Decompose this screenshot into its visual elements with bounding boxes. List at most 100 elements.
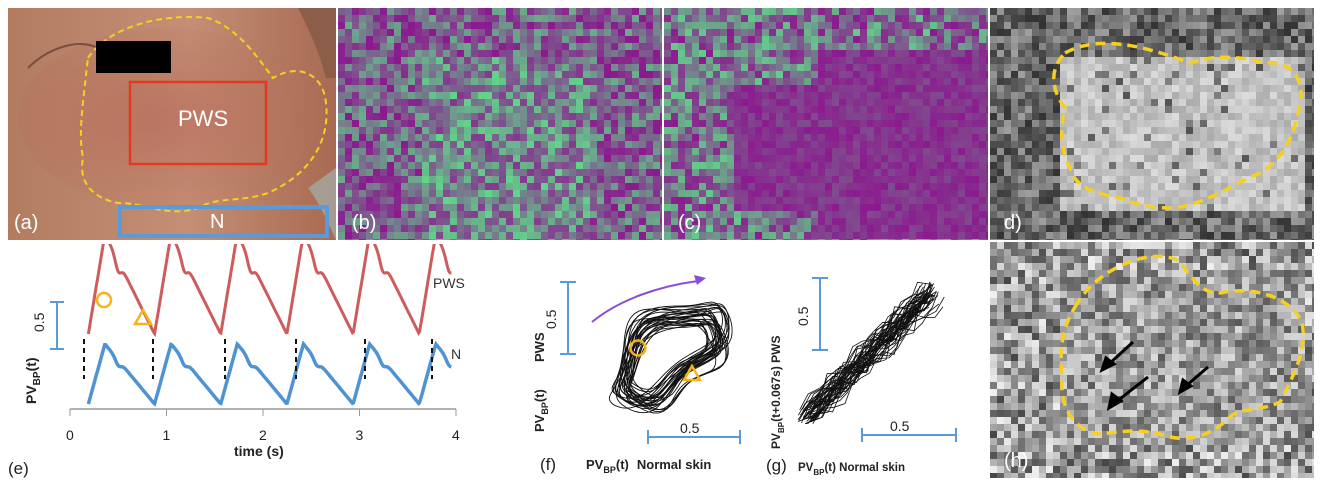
- map-pixel: [1158, 169, 1166, 177]
- map-pixel: [492, 99, 500, 107]
- map-pixel: [1263, 232, 1271, 240]
- map-pixel: [1123, 22, 1131, 30]
- map-pixel: [646, 197, 654, 205]
- map-pixel: [958, 78, 966, 86]
- map-pixel: [1172, 113, 1180, 121]
- map-pixel: [1277, 218, 1285, 226]
- map-pixel: [748, 127, 756, 135]
- map-pixel: [685, 99, 693, 107]
- map-pixel: [660, 78, 668, 86]
- map-pixel: [1081, 99, 1089, 107]
- map-pixel: [422, 225, 430, 233]
- map-pixel: [1200, 141, 1208, 149]
- map-pixel: [1109, 106, 1117, 114]
- map-pixel: [555, 8, 563, 16]
- map-pixel: [499, 134, 507, 142]
- map-pixel: [604, 120, 612, 128]
- map-pixel: [1165, 127, 1173, 135]
- map-pixel: [881, 169, 889, 177]
- map-pixel: [874, 36, 882, 44]
- map-pixel: [699, 218, 707, 226]
- map-pixel: [1186, 169, 1194, 177]
- map-pixel: [1039, 183, 1047, 191]
- map-pixel: [345, 8, 353, 16]
- map-pixel: [534, 162, 542, 170]
- map-pixel: [1270, 204, 1278, 212]
- map-pixel: [671, 211, 679, 219]
- map-pixel: [867, 134, 875, 142]
- map-pixel: [1088, 225, 1096, 233]
- map-pixel: [972, 106, 980, 114]
- map-pixel: [1123, 8, 1131, 16]
- map-pixel: [776, 218, 784, 226]
- map-pixel: [1228, 169, 1236, 177]
- map-pixel: [1207, 232, 1215, 240]
- map-pixel: [1256, 256, 1264, 264]
- map-pixel: [769, 127, 777, 135]
- map-pixel: [825, 78, 833, 86]
- map-pixel: [513, 113, 521, 121]
- map-pixel: [1004, 113, 1012, 121]
- map-pixel: [664, 239, 672, 247]
- map-pixel: [1172, 92, 1180, 100]
- map-pixel: [1242, 218, 1250, 226]
- map-pixel: [1137, 22, 1145, 30]
- map-pixel: [338, 78, 346, 86]
- map-pixel: [499, 106, 507, 114]
- map-pixel: [1025, 50, 1033, 58]
- map-pixel: [783, 225, 791, 233]
- map-pixel: [1158, 211, 1166, 219]
- map-pixel: [338, 197, 346, 205]
- map-pixel: [366, 57, 374, 65]
- map-pixel: [692, 71, 700, 79]
- map-pixel: [776, 22, 784, 30]
- map-pixel: [1207, 225, 1215, 233]
- map-pixel: [499, 218, 507, 226]
- map-pixel: [1235, 120, 1243, 128]
- map-pixel: [1144, 176, 1152, 184]
- map-pixel: [727, 57, 735, 65]
- map-pixel: [741, 204, 749, 212]
- map-pixel: [338, 113, 346, 121]
- map-pixel: [713, 148, 721, 156]
- map-pixel: [755, 183, 763, 191]
- map-pixel: [678, 92, 686, 100]
- map-pixel: [429, 183, 437, 191]
- map-pixel: [990, 71, 998, 79]
- map-pixel: [867, 148, 875, 156]
- map-pixel: [874, 190, 882, 198]
- map-pixel: [1263, 155, 1271, 163]
- map-pixel: [853, 204, 861, 212]
- map-pixel: [1179, 78, 1187, 86]
- map-pixel: [832, 239, 840, 247]
- map-pixel: [783, 8, 791, 16]
- map-pixel: [664, 92, 672, 100]
- map-pixel: [1011, 232, 1019, 240]
- map-pixel: [748, 120, 756, 128]
- map-pixel: [832, 99, 840, 107]
- map-pixel: [990, 169, 998, 177]
- map-pixel: [825, 50, 833, 58]
- map-pixel: [618, 120, 626, 128]
- map-pixel: [727, 155, 735, 163]
- map-pixel: [804, 183, 812, 191]
- map-pixel: [825, 134, 833, 142]
- map-pixel: [478, 162, 486, 170]
- map-pixel: [874, 218, 882, 226]
- map-pixel: [653, 78, 661, 86]
- map-pixel: [1144, 99, 1152, 107]
- map-pixel: [1025, 263, 1033, 271]
- map-pixel: [1074, 162, 1082, 170]
- map-pixel: [832, 8, 840, 16]
- map-pixel: [520, 197, 528, 205]
- map-pixel: [1270, 99, 1278, 107]
- map-pixel: [1123, 190, 1131, 198]
- map-pixel: [1165, 155, 1173, 163]
- map-pixel: [1088, 85, 1096, 93]
- map-pixel: [422, 106, 430, 114]
- map-pixel: [930, 36, 938, 44]
- map-pixel: [1165, 256, 1173, 264]
- map-pixel: [1102, 225, 1110, 233]
- map-pixel: [930, 204, 938, 212]
- map-pixel: [727, 43, 735, 51]
